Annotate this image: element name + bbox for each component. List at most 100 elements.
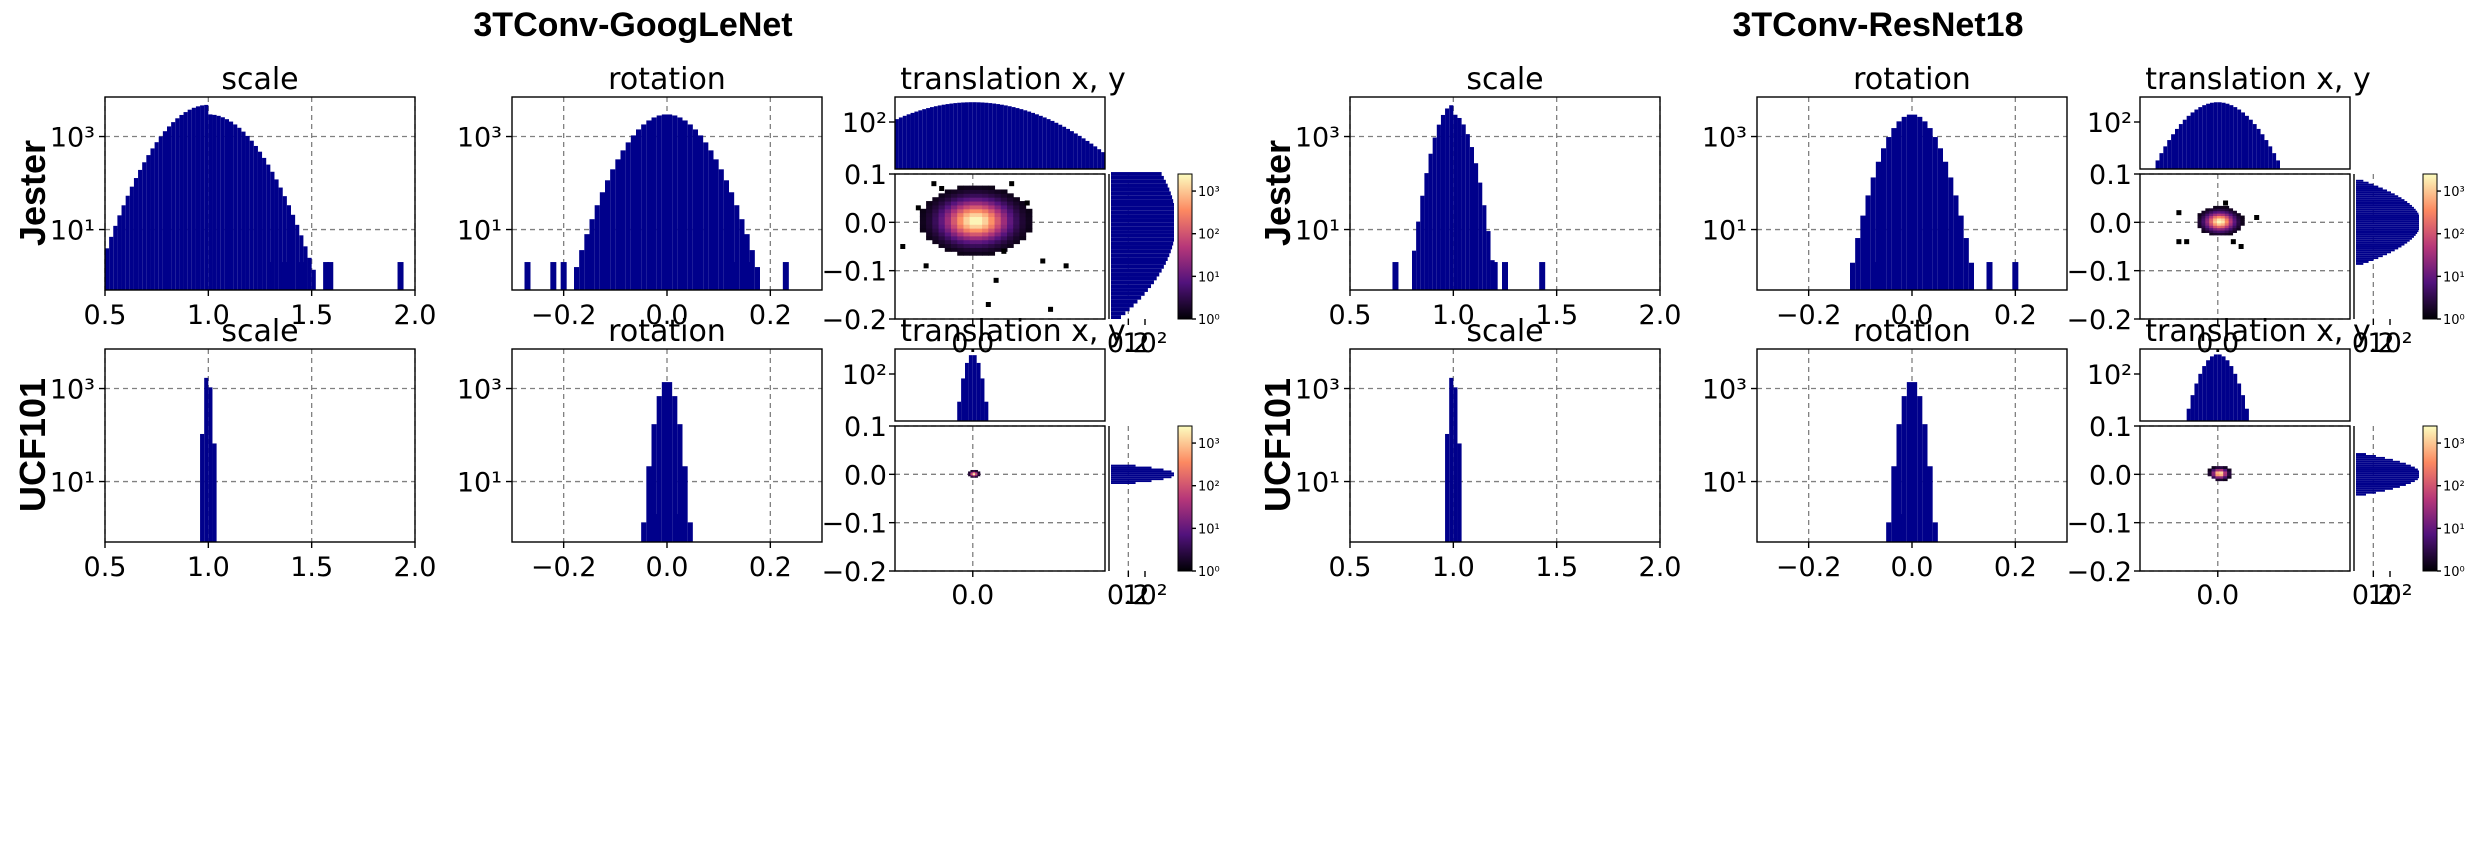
colorbar-tick-label: 10² xyxy=(2443,228,2465,243)
density-cell xyxy=(2220,213,2226,217)
marginal-bar-right xyxy=(2356,222,2419,225)
colorbar-tick-label: 10⁰ xyxy=(2443,313,2465,328)
marginal-bar-right xyxy=(2356,482,2411,484)
density-cell xyxy=(926,204,933,210)
histogram-bar xyxy=(1465,134,1470,290)
marginal-bar-top xyxy=(1081,138,1086,169)
density-cell xyxy=(926,201,933,206)
histogram-bar xyxy=(109,236,114,290)
marginal-bar-right xyxy=(1111,276,1157,281)
marginal-bar-right xyxy=(2356,230,2419,232)
histogram-bar xyxy=(1428,153,1433,290)
density-cell xyxy=(1024,200,1030,206)
density-cell xyxy=(2213,213,2218,217)
histogram-bar xyxy=(1870,177,1876,290)
density-cell xyxy=(2220,217,2226,221)
marginal-tick-label: 10² xyxy=(842,360,887,391)
histogram-bar xyxy=(1469,147,1474,290)
histogram-bar xyxy=(682,466,688,542)
x-tick-label: −0.2 xyxy=(531,300,597,331)
histogram-bar xyxy=(286,205,291,290)
histogram-bar xyxy=(1875,161,1881,290)
density-cell xyxy=(994,208,1002,214)
translation-plot-frame xyxy=(2139,173,2351,320)
y-tick-label: 0.1 xyxy=(844,412,887,443)
density-cell xyxy=(951,220,958,225)
marginal-bar-top xyxy=(2272,153,2277,169)
density-cell xyxy=(963,251,971,256)
density-cell xyxy=(2209,217,2214,221)
marginal-bar-top xyxy=(2276,160,2280,169)
marginal-bar-right xyxy=(1111,307,1130,312)
histogram-bar xyxy=(327,262,334,290)
marginal-tick-label: 10² xyxy=(2367,328,2412,359)
colorbar-tick-label: 10⁰ xyxy=(1198,313,1220,328)
marginal-bar-right xyxy=(2356,458,2393,461)
density-cell xyxy=(969,247,977,252)
marginal-bar-top xyxy=(984,401,989,421)
rotation-panel-title: rotation xyxy=(1853,62,1971,97)
marginal-bar-top xyxy=(2245,115,2249,169)
histogram-bar xyxy=(105,248,110,290)
histogram-bar xyxy=(212,114,217,290)
density-cell xyxy=(1000,220,1008,225)
histogram-bar xyxy=(142,162,147,290)
histogram-bar xyxy=(1486,231,1491,290)
density-cell xyxy=(1007,204,1014,210)
x-tick-label: 0.0 xyxy=(951,580,994,611)
histogram-bar xyxy=(641,124,647,291)
histogram-bar xyxy=(667,114,673,290)
density-cell xyxy=(975,185,983,190)
marginal-bar-top xyxy=(2225,103,2230,169)
marginal-bar-top xyxy=(961,102,965,169)
marginal-bar-right xyxy=(1111,466,1152,469)
y-tick-label: 10¹ xyxy=(457,216,502,247)
histogram-bar xyxy=(1963,238,1969,290)
marginal-bar-right xyxy=(2356,466,2415,469)
histogram-bar xyxy=(146,155,151,290)
marginal-bar-right xyxy=(1111,226,1174,231)
scale-plot-frame xyxy=(104,96,416,291)
marginal-bar-top xyxy=(2256,128,2261,169)
x-tick-label: 1.5 xyxy=(1535,300,1578,331)
translation-plot-frame xyxy=(2139,425,2351,572)
density-cell xyxy=(975,251,983,256)
density-cell xyxy=(969,189,977,194)
density-cell xyxy=(2224,220,2230,224)
density-cell xyxy=(988,197,996,202)
colorbar xyxy=(2422,425,2438,572)
histogram-bar xyxy=(1881,148,1887,290)
density-cell xyxy=(1007,235,1014,241)
marginal-bar-top xyxy=(2190,395,2195,421)
density-cell xyxy=(1048,306,1054,312)
density-cell xyxy=(975,224,983,229)
density-cell xyxy=(2227,470,2232,474)
density-cell xyxy=(2205,208,2210,212)
top-marginal-frame xyxy=(894,96,1106,170)
density-cell xyxy=(2228,230,2234,233)
density-cell xyxy=(957,251,964,256)
density-cell xyxy=(1013,228,1020,233)
marginal-bar-right xyxy=(2356,474,2419,477)
x-tick-label: 0.5 xyxy=(1329,552,1372,583)
histogram-bar xyxy=(175,118,180,291)
density-cell xyxy=(982,220,989,225)
marginal-bar-top xyxy=(914,111,919,169)
density-cell xyxy=(2220,232,2226,236)
histogram-bar xyxy=(1912,114,1918,290)
density-cell xyxy=(900,244,906,249)
histogram-bar xyxy=(291,214,296,290)
density-cell xyxy=(932,220,940,225)
density-cell xyxy=(2217,217,2222,221)
histogram-bar xyxy=(579,250,585,290)
histogram-bar xyxy=(237,127,242,290)
y-tick-label: 10³ xyxy=(457,375,502,406)
marginal-bar-right xyxy=(1111,175,1164,180)
density-cell xyxy=(2223,473,2228,477)
marginal-bar-top xyxy=(2268,146,2273,169)
density-cell xyxy=(968,472,971,475)
marginal-bar-right xyxy=(2356,489,2385,492)
marginal-bar-top xyxy=(976,362,981,421)
marginal-bar-right xyxy=(1111,284,1152,289)
top-marginal-frame xyxy=(2139,348,2351,422)
